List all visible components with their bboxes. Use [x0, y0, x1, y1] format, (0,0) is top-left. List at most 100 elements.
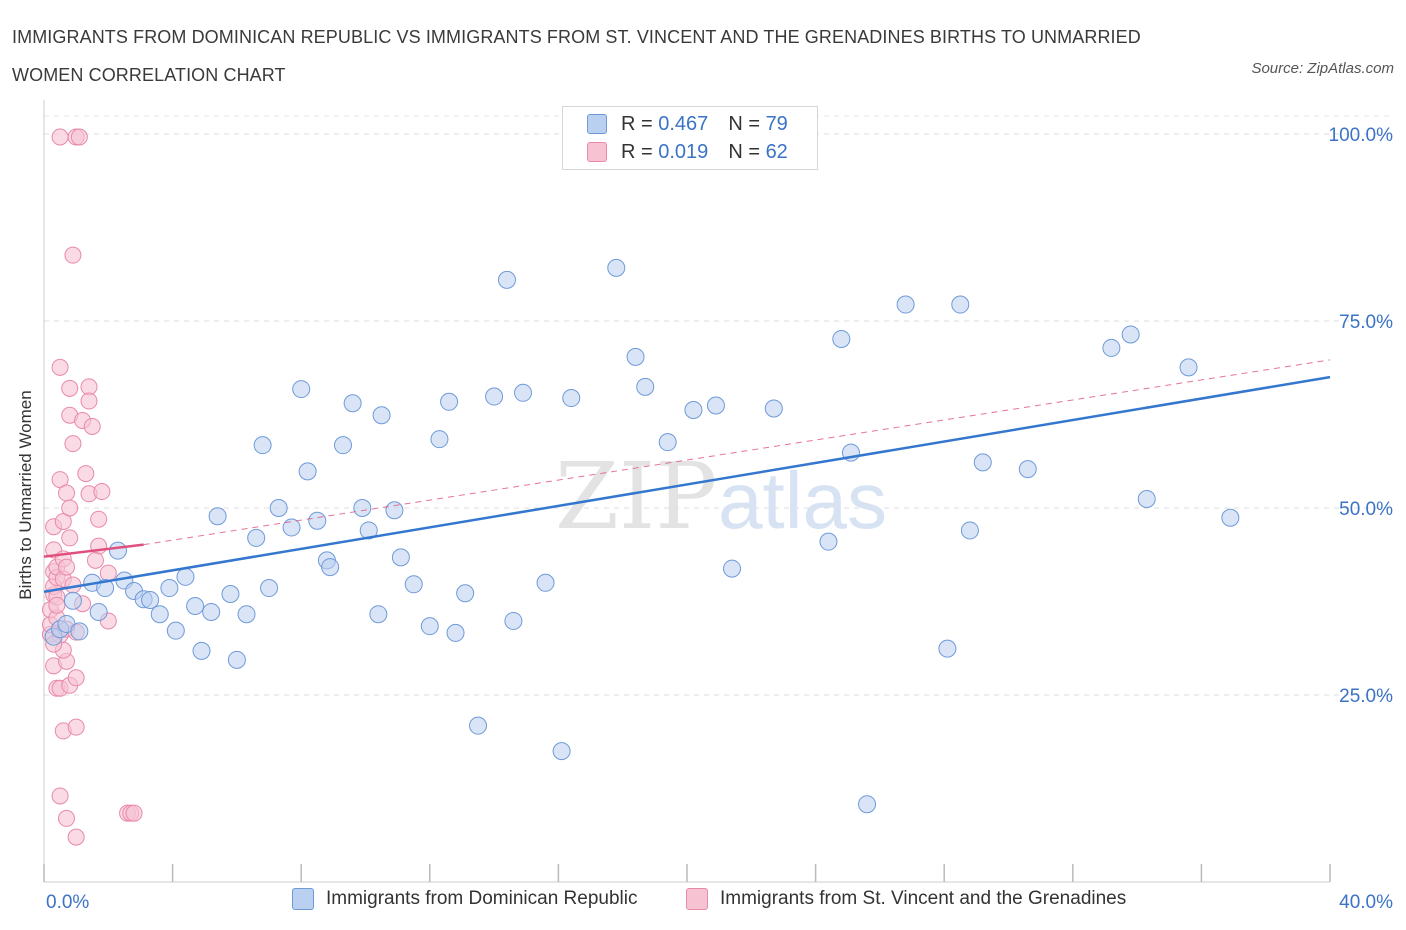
blue-point [420, 617, 439, 636]
blue-point [372, 406, 391, 425]
blue-point [456, 584, 475, 603]
blue-point [186, 596, 205, 615]
blue-point [298, 462, 317, 481]
series-label-pink: Immigrants from St. Vincent and the Gren… [720, 888, 1127, 909]
blue-point [819, 532, 838, 551]
chart-title: IMMIGRANTS FROM DOMINICAN REPUBLIC VS IM… [12, 27, 1141, 85]
blue-point [960, 521, 979, 540]
blue-point [253, 436, 272, 455]
series-legend: Immigrants from Dominican Republic Immig… [0, 888, 1406, 916]
blue-point [269, 499, 288, 517]
stats-legend: R = 0.467 N = 79 R = 0.019 N = 62 [562, 106, 818, 170]
legend-r-value-pink: 0.019 [658, 140, 709, 163]
pink-point [80, 378, 98, 396]
blue-point [150, 605, 169, 624]
pink-point [77, 465, 95, 483]
pink-point [58, 809, 76, 827]
blue-point [552, 742, 571, 761]
blue-point [446, 623, 465, 642]
pink-point [51, 128, 69, 146]
trend-lines [43, 359, 1331, 594]
blue-point [1221, 508, 1240, 527]
blue-point [1179, 358, 1198, 377]
blue-point [208, 507, 227, 526]
blue-point [973, 453, 992, 472]
pink-point [83, 417, 101, 435]
pink-point [67, 718, 85, 736]
series-label-blue: Immigrants from Dominican Republic [326, 888, 638, 909]
legend-r-label: R = [621, 112, 653, 135]
legend-r-value-blue: 0.467 [658, 112, 709, 135]
legend-swatch-blue [587, 114, 607, 134]
blue-point [166, 621, 185, 640]
pink-trend-line [43, 543, 144, 558]
pink-point [67, 828, 85, 846]
x-tick-label-min: 0.0% [46, 892, 89, 913]
pink-point [48, 596, 66, 614]
blue-point [343, 394, 362, 413]
blue-point [1102, 338, 1121, 357]
blue-point [96, 579, 115, 598]
x-tick-label-max: 40.0% [1339, 892, 1393, 913]
pink-point [70, 128, 88, 146]
blue-point [684, 401, 703, 420]
blue-point [247, 528, 266, 547]
y-tick-label: 100.0% [1329, 125, 1394, 146]
tick-labels: 25.0% 50.0% 75.0% 100.0% 0.0% 40.0% [46, 125, 1393, 913]
pink-point [61, 499, 79, 517]
legend-r-label: R = [621, 140, 653, 163]
blue-point [404, 575, 423, 594]
blue-trend-line [43, 375, 1331, 594]
pink-point [86, 551, 104, 569]
pink-point [64, 246, 82, 264]
blue-point [536, 573, 555, 592]
blue-point [485, 387, 504, 406]
legend-n-label: N = [728, 140, 760, 163]
blue-point [70, 622, 89, 641]
pink-points [41, 128, 143, 846]
blue-point [1137, 490, 1156, 509]
pink-point [58, 484, 76, 502]
blue-point [951, 295, 970, 314]
blue-point [636, 377, 655, 396]
blue-point [321, 558, 340, 577]
blue-point [1018, 460, 1037, 479]
pink-point [93, 483, 111, 501]
watermark-zip: ZIP [555, 443, 717, 550]
series-swatch-pink [686, 888, 708, 910]
blue-point [626, 347, 645, 366]
blue-point [237, 605, 256, 624]
blue-point [359, 521, 378, 540]
pink-point [64, 435, 82, 453]
blue-point [706, 396, 725, 415]
pink-point [125, 804, 143, 822]
blue-point [192, 641, 211, 660]
axes [43, 100, 1331, 883]
watermark: ZIP atlas [555, 443, 887, 550]
series-swatch-blue [292, 888, 314, 910]
legend-n-value-pink: 62 [765, 140, 788, 163]
blue-point [896, 295, 915, 314]
source-label: Source: ZipAtlas.com [1251, 60, 1394, 77]
blue-point [333, 436, 352, 455]
pink-point [90, 510, 108, 528]
blue-point [385, 501, 404, 520]
blue-point [160, 579, 179, 598]
pink-point [67, 669, 85, 687]
blue-point [514, 383, 533, 402]
pink-point [80, 392, 98, 410]
pink-point [51, 358, 69, 376]
pink-point [61, 379, 79, 397]
y-tick-label: 75.0% [1339, 312, 1393, 333]
blue-point [723, 559, 742, 578]
blue-point [308, 511, 327, 530]
blue-point [369, 605, 388, 624]
blue-point [658, 433, 677, 452]
blue-point [430, 430, 449, 449]
blue-point [202, 602, 221, 621]
blue-point [938, 639, 957, 658]
y-tick-label: 50.0% [1339, 499, 1393, 520]
blue-point [221, 585, 240, 604]
blue-point [764, 399, 783, 418]
